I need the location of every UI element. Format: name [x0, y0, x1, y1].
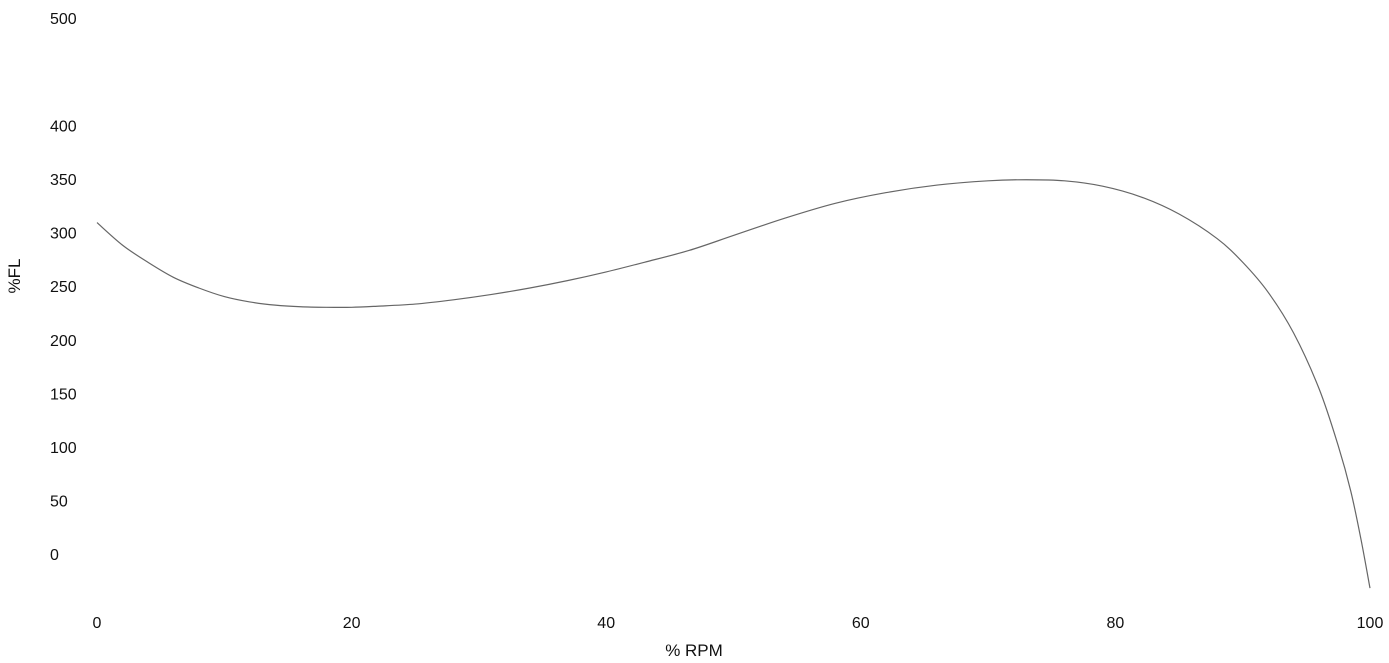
- x-tick-label: 40: [597, 615, 615, 632]
- x-tick-label: 100: [1357, 615, 1384, 632]
- x-axis-title: % RPM: [665, 641, 723, 660]
- y-tick-label: 500: [50, 11, 77, 28]
- x-tick-label: 0: [93, 615, 102, 632]
- x-tick-label: 60: [852, 615, 870, 632]
- x-tick-label: 20: [343, 615, 361, 632]
- x-tick-label: 80: [1107, 615, 1125, 632]
- y-tick-label: 50: [50, 494, 68, 511]
- y-tick-label: 200: [50, 333, 77, 350]
- y-tick-label: 100: [50, 440, 77, 457]
- series-layer: [96, 179, 1371, 589]
- y-tick-label: 0: [50, 547, 59, 564]
- x-axis-ticks: 0 20 40 60 80 100: [93, 615, 1384, 632]
- y-tick-label: 350: [50, 172, 77, 189]
- y-axis-title: %FL: [5, 259, 24, 294]
- y-tick-label: 250: [50, 279, 77, 296]
- torque-curve-line: [96, 179, 1371, 589]
- y-tick-label: 150: [50, 386, 77, 403]
- y-tick-label: 400: [50, 118, 77, 135]
- y-tick-label: 300: [50, 226, 77, 243]
